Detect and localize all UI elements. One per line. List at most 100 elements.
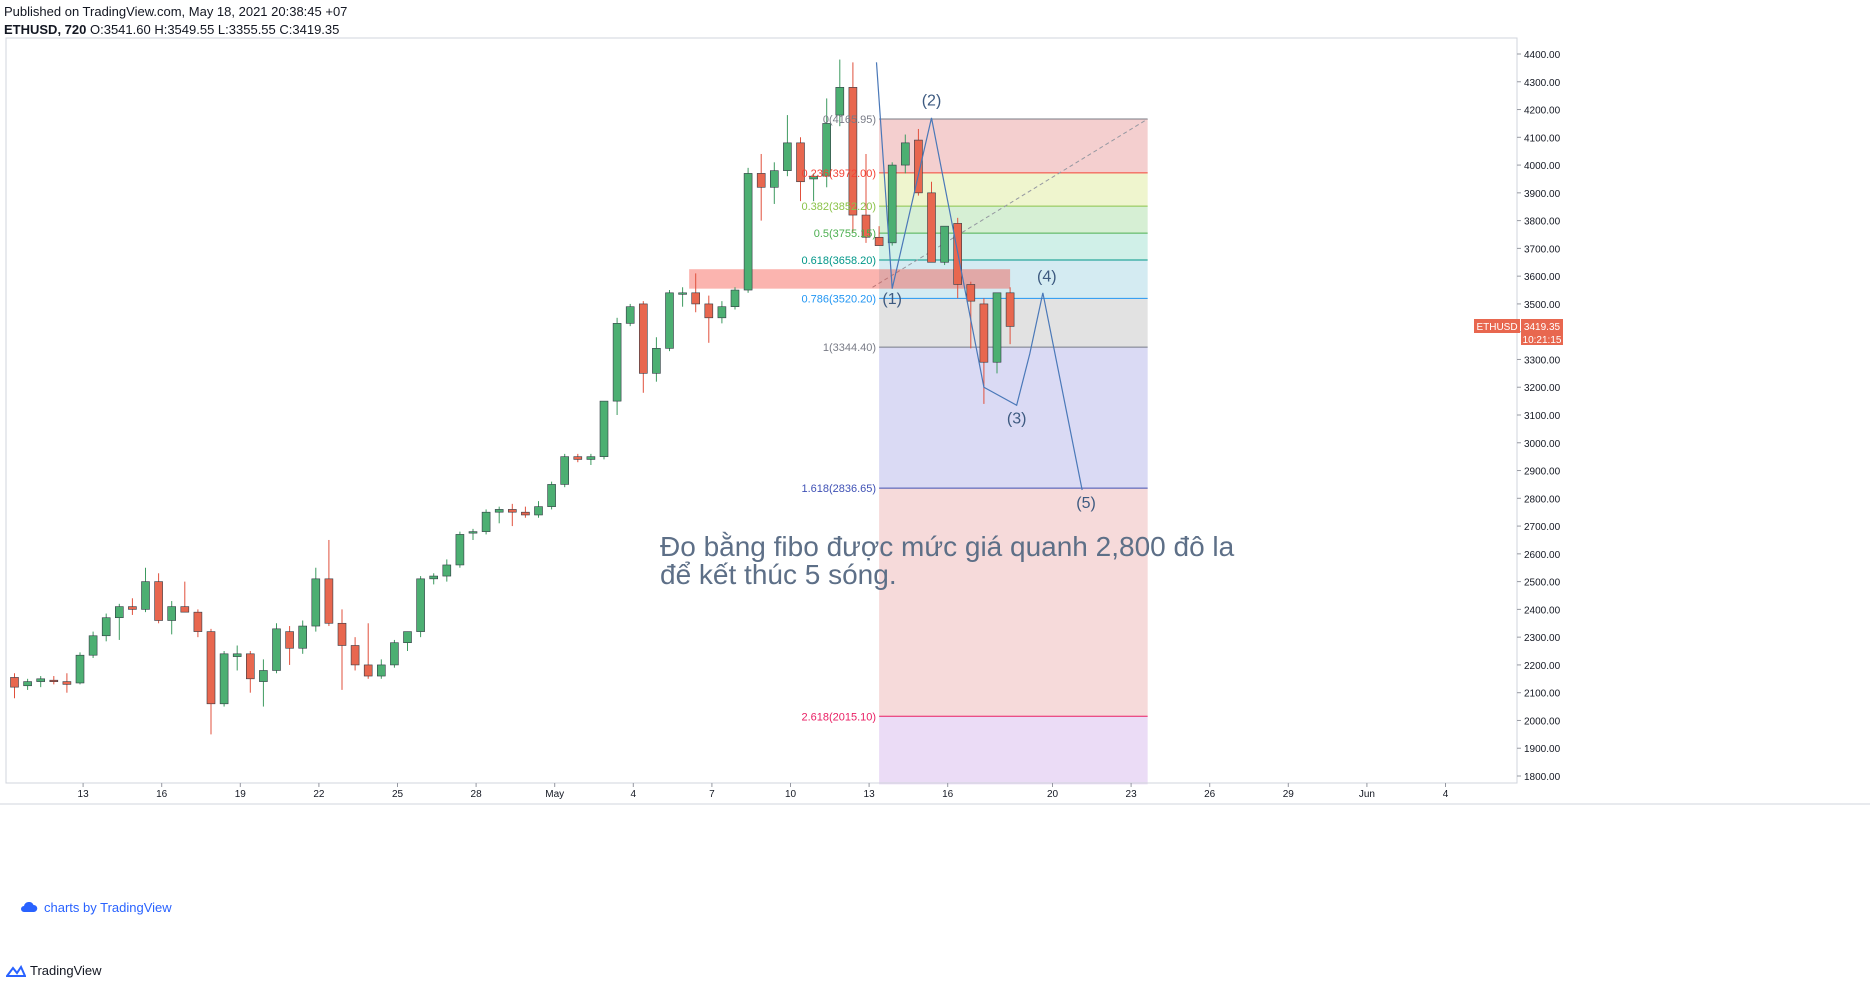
- candle-body: [154, 581, 163, 621]
- wave-label: (2): [922, 92, 942, 109]
- candle: [311, 567, 321, 632]
- candle: [756, 153, 766, 221]
- candle-body: [900, 142, 910, 166]
- fib-trend-line: [872, 118, 1148, 288]
- candle-body: [101, 617, 111, 637]
- candle-body: [390, 642, 399, 666]
- candle: [927, 181, 936, 263]
- price-tick-label: 3100.00: [1524, 411, 1561, 422]
- candle: [691, 273, 701, 313]
- fib-label-0.5: 0.5(3755.15): [814, 228, 876, 240]
- candle-body: [560, 456, 570, 485]
- price-tick-label: 4300.00: [1524, 78, 1561, 89]
- candle: [507, 503, 517, 527]
- candle: [88, 631, 98, 658]
- price-tick-label: 4000.00: [1524, 161, 1561, 172]
- wave-label: (4): [1037, 269, 1057, 286]
- price-tick-label: 2200.00: [1524, 661, 1561, 672]
- time-axis: 13 16 19 22 25 28 May 4 7 10 13 16 20 23 26 29 Jun 4: [0, 782, 1870, 805]
- candle-body: [494, 509, 504, 513]
- candle-body: [167, 606, 176, 621]
- candle: [704, 295, 714, 343]
- candle-body: [599, 400, 609, 457]
- time-tick-label: 16: [156, 789, 168, 800]
- candle: [49, 676, 59, 685]
- elliott-wave-path: [875, 62, 1083, 491]
- symbol-tag-text: ETHUSD: [1476, 322, 1517, 333]
- candle-body: [403, 631, 412, 644]
- candle: [900, 134, 910, 174]
- wave-polyline: [875, 62, 1083, 491]
- candle: [822, 98, 832, 188]
- price-tick-label: 3200.00: [1524, 383, 1561, 394]
- price-tag-value: 3419.35: [1524, 322, 1561, 333]
- time-tick-label: 10: [785, 789, 797, 800]
- candle: [455, 531, 465, 568]
- candle-body: [691, 292, 701, 305]
- candle: [167, 601, 176, 635]
- candle-body: [678, 292, 687, 295]
- time-tick-label: 16: [942, 789, 954, 800]
- candle: [101, 613, 111, 642]
- candle-body: [573, 456, 583, 460]
- tradingview-logo-icon: [6, 964, 26, 977]
- time-tick-label: 26: [1204, 789, 1216, 800]
- candle-body: [717, 306, 727, 319]
- price-tick-label: 3500.00: [1524, 300, 1561, 311]
- candle: [534, 501, 543, 518]
- candle-body: [586, 456, 596, 460]
- candle-body: [193, 611, 203, 632]
- candle-body: [429, 575, 439, 580]
- candle: [141, 567, 150, 613]
- candle-body: [809, 175, 818, 180]
- candle: [573, 453, 583, 463]
- candle: [874, 226, 884, 246]
- candle: [887, 162, 897, 246]
- candle-body: [246, 653, 255, 680]
- time-tick-label: 23: [1126, 789, 1138, 800]
- candle-body: [36, 678, 46, 682]
- fib-label-0.618: 0.618(3658.20): [801, 255, 876, 267]
- fib-zone-1: [879, 347, 1148, 489]
- candle: [298, 620, 308, 654]
- time-tick-label: 28: [471, 789, 483, 800]
- candle: [521, 506, 530, 518]
- candle: [219, 651, 229, 707]
- candle-body: [376, 664, 386, 677]
- candle-body: [940, 225, 949, 263]
- fib-zone-0.236: [879, 172, 1148, 207]
- tradingview-watermark[interactable]: charts by TradingView: [20, 900, 172, 915]
- candle: [769, 162, 779, 204]
- candle: [599, 400, 609, 460]
- candle-body: [665, 292, 674, 349]
- price-tick-label: 1800.00: [1524, 772, 1561, 783]
- published-line: Published on TradingView.com, May 18, 20…: [4, 4, 348, 19]
- candle: [390, 639, 399, 668]
- candle: [652, 337, 661, 382]
- candle: [547, 481, 556, 510]
- candle-body: [219, 653, 229, 705]
- candle: [481, 509, 491, 535]
- candle: [324, 539, 334, 627]
- time-tick-label: 4: [1443, 789, 1449, 800]
- fib-zone-0.618: [879, 259, 1148, 299]
- candle-body: [350, 645, 360, 666]
- candle: [285, 626, 294, 665]
- candle-body: [652, 348, 661, 374]
- price-tick-label: 2700.00: [1524, 522, 1561, 533]
- price-tick-label: 2900.00: [1524, 467, 1561, 478]
- candle: [940, 225, 949, 266]
- footer-brand[interactable]: TradingView: [6, 963, 102, 978]
- candle-body: [363, 664, 373, 677]
- candle-body: [966, 284, 976, 302]
- candle: [337, 609, 347, 690]
- candle: [914, 128, 923, 196]
- fib-level-lines: [872, 118, 1148, 717]
- candle: [494, 506, 504, 524]
- candle-body: [23, 681, 32, 687]
- candle: [259, 659, 268, 707]
- time-tick-label: 19: [235, 789, 247, 800]
- fib-label-1: 1(3344.40): [823, 342, 876, 354]
- annotation-line-1: Đo bằng fibo được mức giá quanh 2,800 đô…: [660, 531, 1235, 562]
